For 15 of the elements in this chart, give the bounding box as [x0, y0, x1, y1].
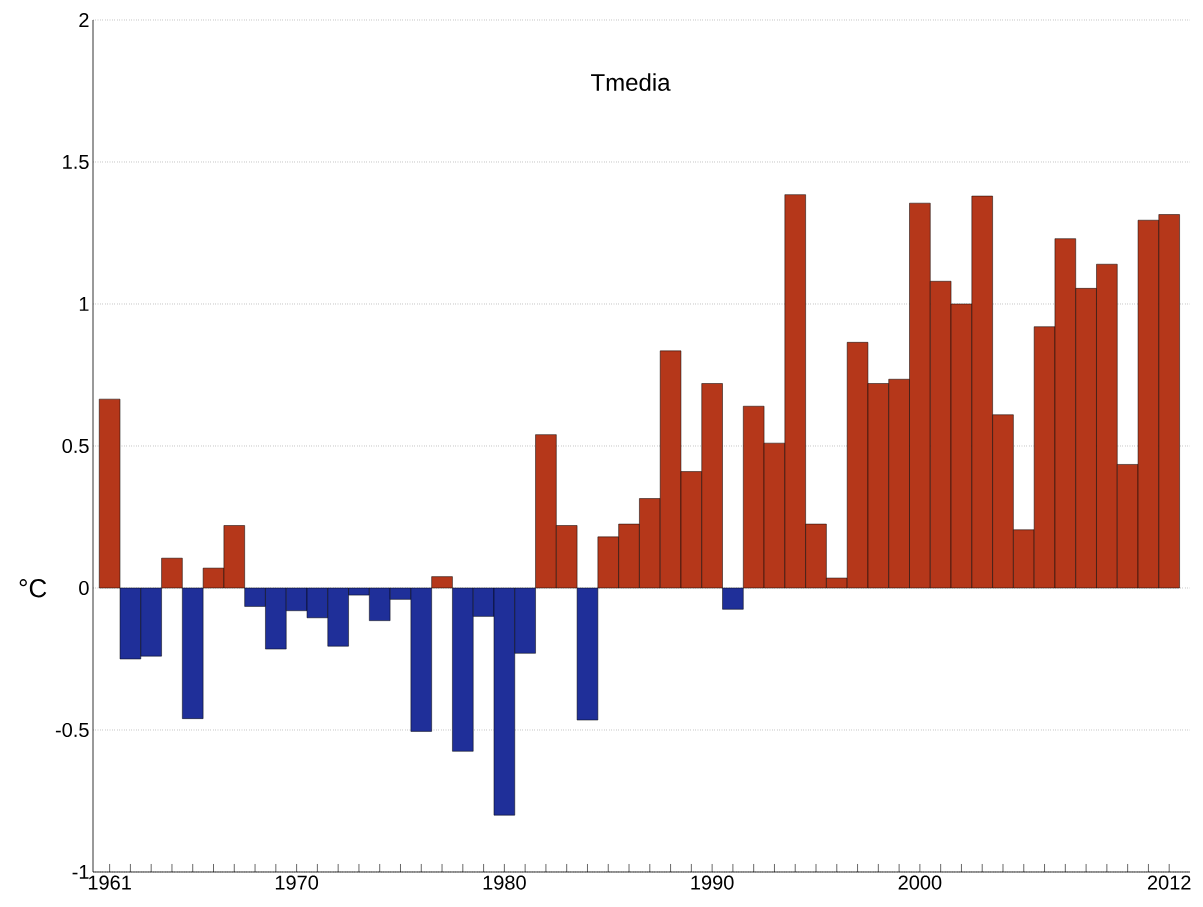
x-tick-label: 2000	[898, 875, 942, 890]
y-tick-label: 0.5	[62, 438, 89, 454]
y-tick-label: -0.5	[55, 722, 89, 738]
x-tick-label: 2012	[1147, 875, 1191, 890]
x-tick-label: 1980	[483, 875, 526, 890]
y-axis-title: °C	[19, 579, 47, 598]
y-tick-label: -1	[72, 865, 89, 879]
y-tick-label: 1	[79, 297, 89, 311]
text: Tmedia	[591, 73, 671, 91]
x-tick-label: 1961	[88, 875, 131, 890]
x-tick-label: 1990	[691, 875, 734, 890]
y-tick-label: 0	[79, 580, 89, 596]
y-tick-label: 2	[79, 13, 89, 27]
x-tick-label: 1970	[275, 875, 319, 890]
y-tick-label: 1.5	[63, 155, 89, 169]
